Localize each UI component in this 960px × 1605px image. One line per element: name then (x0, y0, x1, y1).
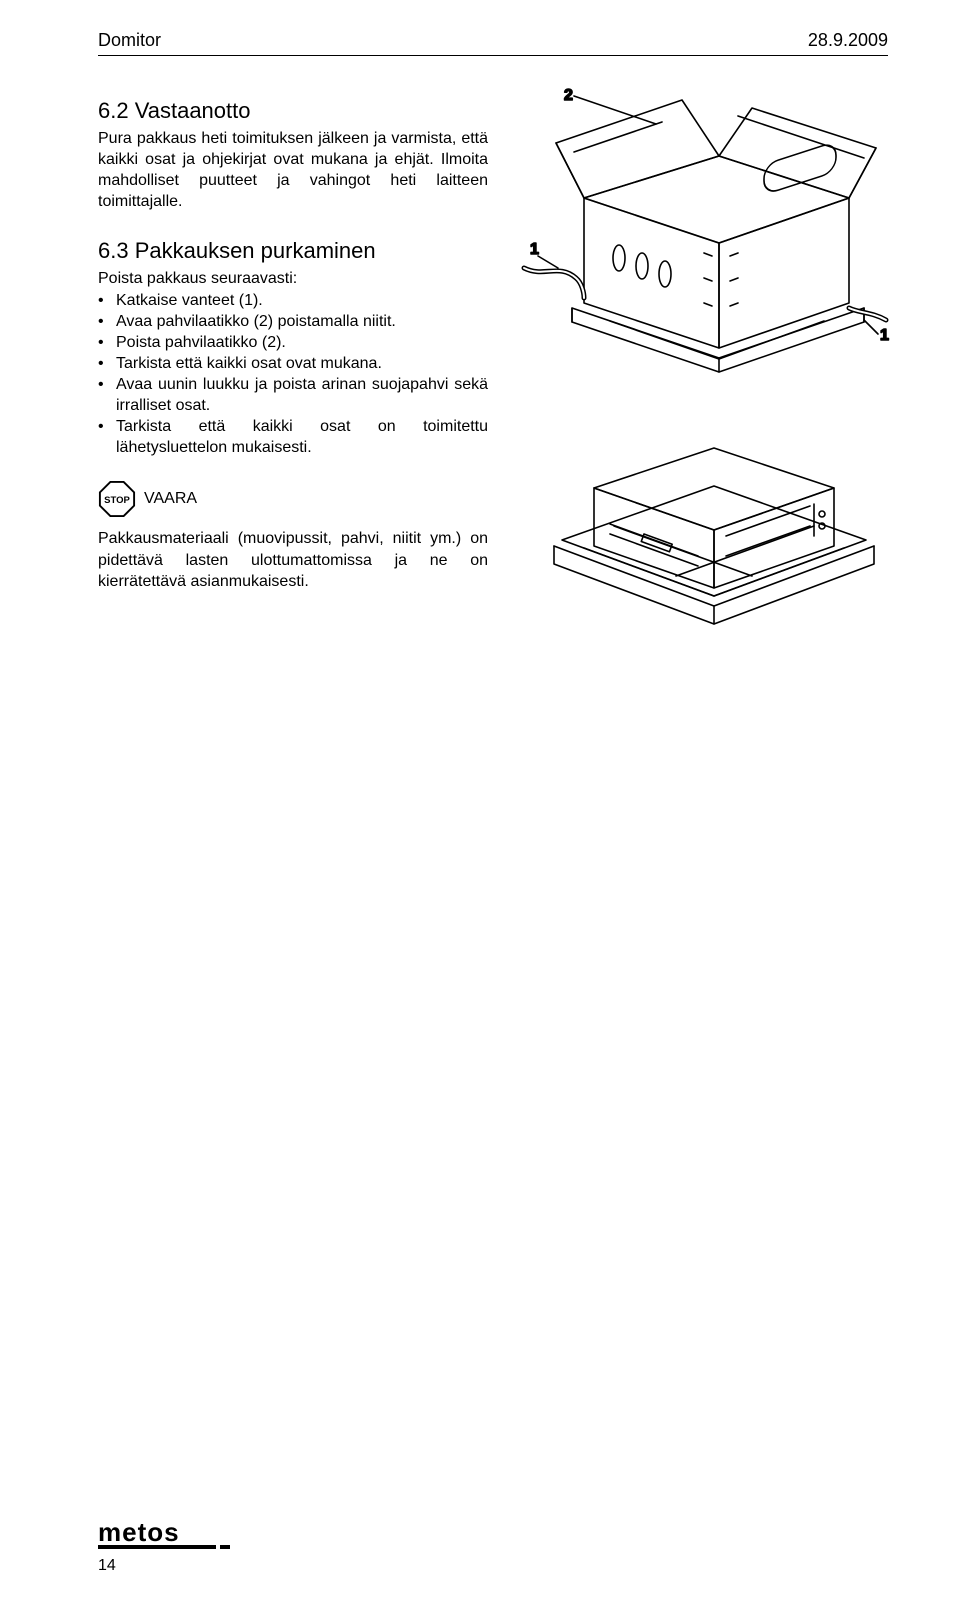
danger-label: VAARA (144, 490, 197, 508)
callout-2: 2 (564, 87, 573, 104)
figure-column: 2 (514, 98, 894, 646)
text-column: 6.2 Vastaanotto Pura pakkaus heti toimit… (98, 98, 488, 646)
callout-1-right: 1 (880, 327, 889, 344)
section-6-2-title: 6.2 Vastaanotto (98, 98, 488, 124)
stop-icon-text: STOP (104, 495, 130, 506)
danger-body: Pakkausmateriaali (muovipussit, pahvi, n… (98, 528, 488, 591)
section-6-2-body: Pura pakkaus heti toimituksen jälkeen ja… (98, 128, 488, 212)
list-item: Tarkista että kaikki osat on toimitettu … (98, 416, 488, 458)
page-number: 14 (98, 1557, 116, 1575)
header-rule (98, 55, 888, 56)
header-right: 28.9.2009 (808, 30, 888, 51)
stop-icon: STOP (98, 480, 136, 518)
svg-text:metos: metos (98, 1517, 180, 1547)
figure-box-on-pallet: 2 (514, 78, 894, 378)
metos-logo: metos (98, 1517, 238, 1551)
list-item: Avaa pahvilaatikko (2) poistamalla niiti… (98, 311, 488, 332)
list-item: Katkaise vanteet (1). (98, 290, 488, 311)
section-6-3-title: 6.3 Pakkauksen purkaminen (98, 238, 488, 264)
section-6-3-lead: Poista pakkaus seuraavasti: (98, 268, 488, 289)
header-left: Domitor (98, 30, 161, 51)
list-item: Poista pahvilaatikko (2). (98, 332, 488, 353)
list-item: Tarkista että kaikki osat ovat mukana. (98, 353, 488, 374)
list-item: Avaa uunin luukku ja poista arinan suoja… (98, 374, 488, 416)
figure-oven-on-pallet (514, 396, 894, 646)
section-6-3-list: Katkaise vanteet (1). Avaa pahvilaatikko… (98, 290, 488, 459)
